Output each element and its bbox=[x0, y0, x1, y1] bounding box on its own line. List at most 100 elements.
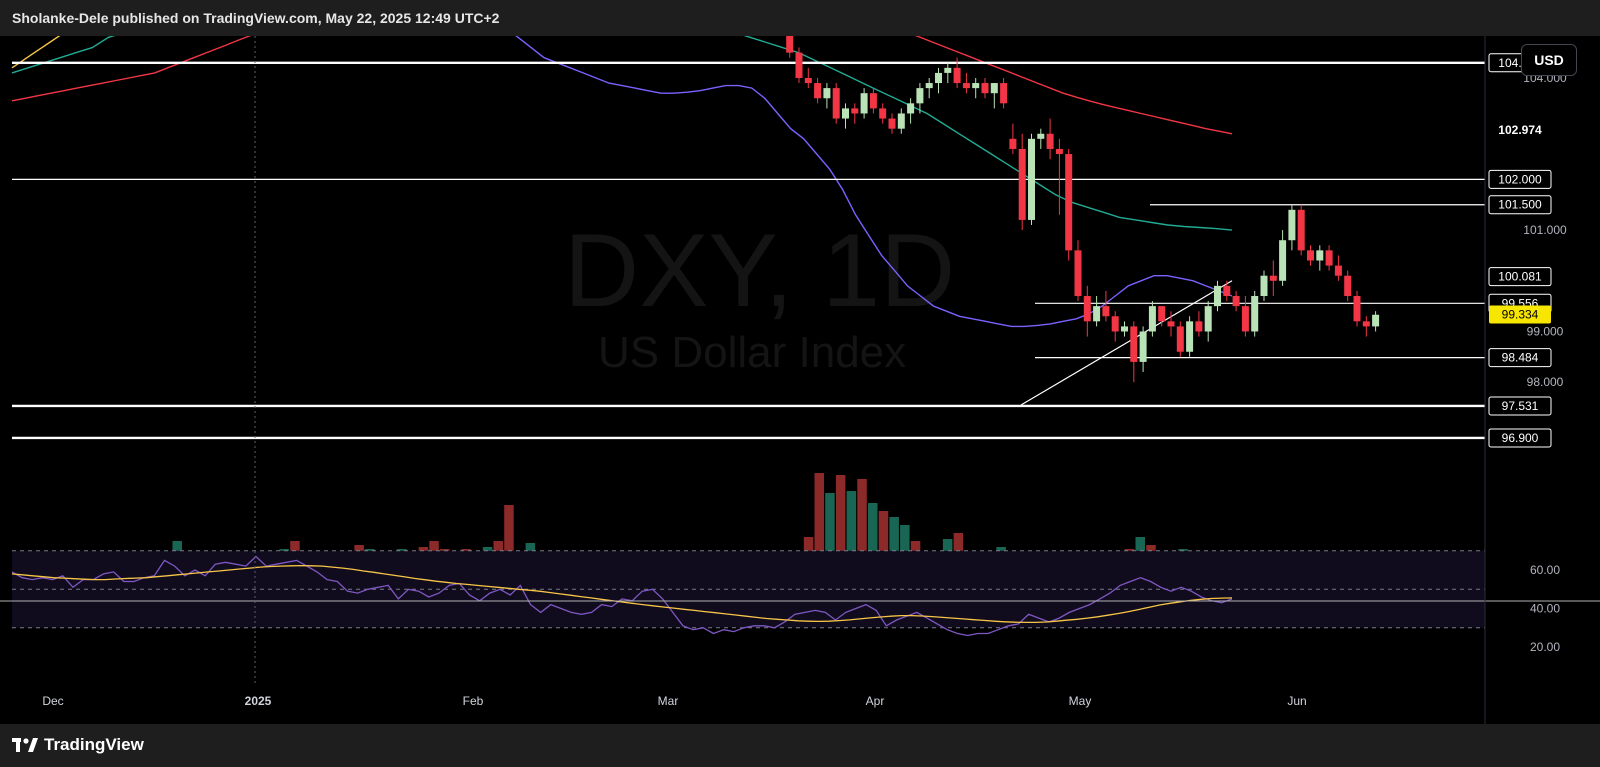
rsi-line bbox=[11, 555, 1233, 637]
rsi-pane bbox=[11, 550, 1485, 637]
moving-average-line bbox=[11, 36, 1233, 135]
price-label: 100.081 bbox=[1498, 270, 1542, 284]
time-tick-label: Feb bbox=[463, 694, 484, 708]
watermark-name: US Dollar Index bbox=[598, 328, 907, 377]
candle-body bbox=[786, 36, 794, 53]
level-label-box bbox=[1488, 396, 1552, 416]
candle-body bbox=[1260, 275, 1268, 296]
moving-average-line bbox=[11, 36, 61, 69]
candle-body bbox=[1102, 306, 1110, 317]
chart-canvas[interactable]: 98.00099.000101.000104.000105.000104.300… bbox=[0, 36, 1600, 724]
candle-body bbox=[1000, 83, 1008, 104]
candle-body bbox=[1167, 321, 1175, 327]
candle-body bbox=[1307, 250, 1314, 261]
volume-bar bbox=[835, 475, 846, 599]
candle-body bbox=[1241, 306, 1249, 332]
candle-body bbox=[804, 77, 812, 84]
candle-body bbox=[916, 88, 924, 104]
volume-bar bbox=[814, 473, 824, 599]
candle-body bbox=[1018, 148, 1026, 220]
currency-button[interactable]: USD bbox=[1521, 44, 1577, 76]
candle-body bbox=[823, 88, 831, 99]
candle-body bbox=[1074, 250, 1082, 296]
axes: 98.00099.000101.000104.000105.000104.300… bbox=[0, 36, 1600, 724]
candle-body bbox=[907, 103, 915, 114]
price-label: 99.334 bbox=[1502, 308, 1539, 322]
candle-body bbox=[925, 83, 933, 89]
level-label-box bbox=[1488, 428, 1552, 448]
time-tick-label: May bbox=[1069, 694, 1092, 708]
level-label: 98.484 bbox=[1502, 351, 1539, 365]
candle-body bbox=[1195, 321, 1203, 332]
publish-header: Sholanke-Dele published on TradingView.c… bbox=[0, 0, 1600, 36]
moving-average-line bbox=[515, 36, 1233, 328]
rsi-line bbox=[11, 564, 1233, 624]
candle-body bbox=[1232, 295, 1240, 307]
candle-body bbox=[1148, 306, 1156, 332]
candle-body bbox=[832, 88, 840, 119]
candle-body bbox=[1362, 321, 1370, 327]
candle-body bbox=[1251, 295, 1259, 332]
level-label: 101.500 bbox=[1498, 198, 1542, 212]
rsi-tick-label: 20.00 bbox=[1530, 640, 1560, 654]
candle-body bbox=[944, 67, 952, 73]
level-label: 96.900 bbox=[1502, 431, 1539, 445]
candle-body bbox=[1046, 133, 1054, 149]
candle-body bbox=[851, 108, 859, 114]
publish-info: Sholanke-Dele published on TradingView.c… bbox=[12, 10, 500, 26]
time-tick-label: Jun bbox=[1287, 694, 1306, 708]
watermark-symbol: DXY, 1D bbox=[564, 213, 956, 329]
candle-body bbox=[1269, 275, 1277, 281]
moving-average-line bbox=[11, 36, 1233, 231]
candle-body bbox=[962, 83, 970, 89]
candle-body bbox=[814, 83, 822, 99]
price-pane bbox=[11, 36, 1485, 440]
candle-body bbox=[842, 108, 849, 119]
brand-name: TradingView bbox=[44, 735, 144, 754]
candle-body bbox=[1316, 250, 1324, 261]
candle-body bbox=[1204, 306, 1212, 332]
trendline bbox=[1020, 280, 1233, 406]
candle-body bbox=[1176, 326, 1184, 352]
tradingview-brand[interactable]: TradingView bbox=[12, 735, 144, 755]
candle-body bbox=[1223, 285, 1231, 296]
candle-body bbox=[1279, 240, 1287, 281]
candle-body bbox=[1028, 138, 1035, 220]
candle-body bbox=[1325, 250, 1333, 266]
candle-body bbox=[1372, 314, 1380, 327]
candle-body bbox=[1083, 295, 1091, 322]
time-tick-label: Apr bbox=[866, 694, 885, 708]
level-label-box bbox=[1488, 169, 1552, 189]
tradingview-logo-icon bbox=[12, 738, 38, 752]
rsi-tick-label: 40.00 bbox=[1530, 602, 1560, 616]
price-label-box bbox=[1488, 267, 1552, 287]
volume-bar bbox=[846, 491, 857, 599]
candle-body bbox=[1009, 138, 1017, 149]
price-tick-label: 101.000 bbox=[1523, 223, 1567, 237]
candle-body bbox=[879, 108, 887, 119]
price-label: 102.974 bbox=[1498, 123, 1542, 137]
candle-body bbox=[1093, 306, 1101, 322]
candle-body bbox=[795, 52, 803, 78]
candle-body bbox=[1055, 148, 1063, 155]
last-price-box bbox=[1489, 305, 1551, 324]
price-tick-label: 98.000 bbox=[1527, 375, 1564, 389]
candle-body bbox=[869, 93, 877, 109]
candle-body bbox=[981, 83, 989, 94]
time-tick-label: Dec bbox=[42, 694, 63, 708]
candle-body bbox=[990, 83, 998, 94]
footer: TradingView bbox=[0, 724, 1600, 767]
candle-body bbox=[1297, 209, 1305, 251]
candle-body bbox=[1344, 275, 1352, 296]
level-label-box bbox=[1488, 348, 1552, 368]
candle-body bbox=[1353, 295, 1361, 322]
candle-body bbox=[1111, 316, 1119, 332]
candle-body bbox=[1158, 306, 1166, 322]
candle-body bbox=[1139, 331, 1147, 362]
candle-body bbox=[897, 113, 905, 129]
candle-body bbox=[1288, 209, 1296, 241]
candle-body bbox=[860, 93, 868, 114]
candle-body bbox=[1130, 326, 1138, 362]
level-label-box bbox=[1488, 195, 1552, 215]
level-label: 102.000 bbox=[1498, 172, 1542, 186]
